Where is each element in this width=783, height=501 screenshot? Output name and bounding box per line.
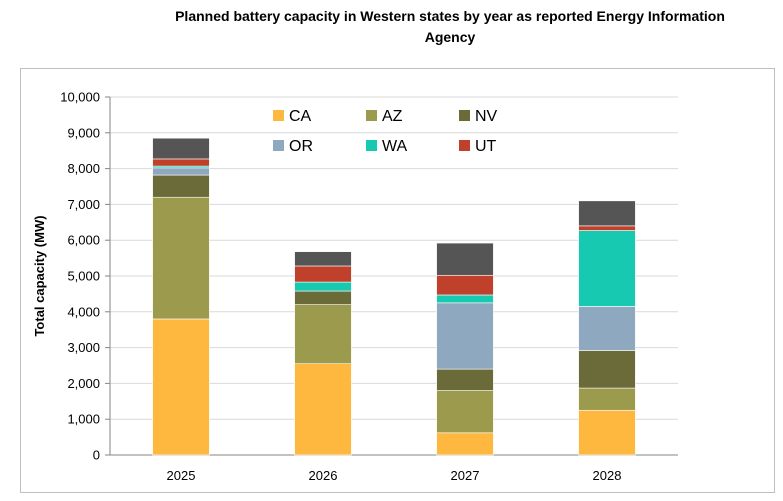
bar-segment-ut-2025 [152, 158, 210, 167]
y-tick-label: 9,000 [67, 125, 100, 140]
x-tick-label: 2028 [593, 468, 622, 483]
y-tick-label: 7,000 [67, 197, 100, 212]
bar-segment-wa-2026 [294, 281, 352, 292]
bar-segment-ut-2028 [578, 225, 636, 231]
bar-segment-az-2025 [152, 196, 210, 320]
y-tick-label: 5,000 [67, 269, 100, 284]
bar-segment-nv-2026 [294, 290, 352, 305]
bar-segment-or-2027 [436, 302, 494, 370]
bar-segment-nv-2025 [152, 174, 210, 198]
y-axis-label: Total capacity (MW) [32, 215, 47, 336]
legend-label-az: AZ [382, 108, 403, 125]
x-tick-labels: 2025 2026 2027 2028 [167, 468, 622, 483]
y-tick-labels: 0 1,000 2,000 3,000 4,000 5,000 6,000 7,000 8,00… [60, 90, 100, 463]
bar-segment-nv-2027 [436, 368, 494, 391]
bar-segment-other-2027 [436, 242, 494, 276]
legend-label-ca: CA [289, 108, 312, 125]
chart-title-line-1: Planned battery capacity in Western stat… [175, 8, 725, 24]
legend-swatch-wa [366, 140, 377, 151]
bar-segment-az-2026 [294, 304, 352, 365]
y-tick-label: 6,000 [67, 233, 100, 248]
legend-label-ut: UT [475, 138, 497, 155]
legend-swatch-nv [459, 110, 470, 121]
bars [152, 137, 636, 456]
legend: CA AZ NV OR WA UT [273, 108, 498, 155]
y-tick-label: 4,000 [67, 304, 100, 319]
bar-segment-ut-2027 [436, 274, 494, 296]
bar-segment-or-2028 [578, 306, 636, 351]
chart-title-line-2: Agency [424, 29, 476, 45]
y-tick-label: 3,000 [67, 340, 100, 355]
bar-segment-ca-2025 [152, 318, 210, 456]
legend-label-or: OR [289, 138, 313, 155]
bar-segment-az-2027 [436, 390, 494, 434]
bar-segment-ca-2026 [294, 363, 352, 456]
bar-segment-wa-2027 [436, 294, 494, 304]
bar-segment-ca-2028 [578, 409, 636, 456]
chart-area [20, 68, 775, 493]
x-tick-label: 2027 [451, 468, 480, 483]
legend-swatch-ut [459, 140, 470, 151]
bar-segment-or-2025 [152, 167, 210, 176]
legend-label-wa: WA [382, 138, 408, 155]
x-tick-label: 2025 [167, 468, 196, 483]
x-tick-label: 2026 [309, 468, 338, 483]
legend-swatch-or [273, 140, 284, 151]
bar-segment-other-2026 [294, 251, 352, 267]
chart-title: Planned battery capacity in Western stat… [100, 6, 783, 48]
bar-segment-other-2028 [578, 200, 636, 227]
legend-label-nv: NV [475, 108, 498, 125]
y-tick-label: 2,000 [67, 376, 100, 391]
bar-segment-ut-2026 [294, 265, 352, 283]
legend-swatch-az [366, 110, 377, 121]
bar-segment-ca-2027 [436, 432, 494, 456]
bar-segment-nv-2028 [578, 350, 636, 389]
y-tick-label: 1,000 [67, 412, 100, 427]
y-tick-label: 0 [93, 448, 100, 463]
y-tick-label: 8,000 [67, 161, 100, 176]
y-tick-label: 10,000 [60, 90, 100, 105]
bar-segment-az-2028 [578, 387, 636, 411]
bar-segment-wa-2028 [578, 230, 636, 307]
bar-segment-other-2025 [152, 137, 210, 160]
legend-swatch-ca [273, 110, 284, 121]
